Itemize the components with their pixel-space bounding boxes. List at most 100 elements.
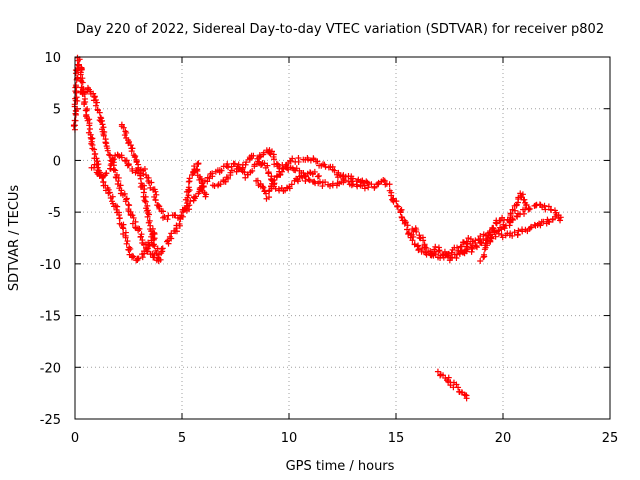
data-point [447, 254, 454, 261]
data-point [427, 248, 434, 255]
data-point [209, 170, 216, 177]
data-point [301, 173, 308, 180]
data-point [236, 165, 243, 172]
data-point [519, 191, 526, 198]
x-tick-label: 0 [71, 431, 79, 446]
data-point [262, 164, 269, 171]
data-point [493, 220, 500, 227]
data-point [404, 226, 411, 233]
plot-frame [74, 56, 611, 420]
data-point [140, 193, 147, 200]
data-point [145, 178, 152, 185]
data-point [112, 167, 119, 174]
data-point [218, 167, 225, 174]
data-point [107, 195, 114, 202]
data-point [120, 124, 127, 131]
data-point [93, 99, 100, 106]
data-point [260, 184, 267, 191]
data-point [315, 172, 322, 179]
y-tick-label: 0 [53, 154, 61, 169]
data-point [394, 203, 401, 210]
data-point [280, 165, 287, 172]
data-point [185, 178, 192, 185]
series-track-12 [477, 190, 530, 264]
data-point [89, 135, 96, 142]
data-point [456, 251, 463, 258]
data-point [152, 197, 159, 204]
data-point [178, 212, 185, 219]
data-point [495, 230, 502, 237]
data-point [117, 182, 124, 189]
data-point [278, 185, 285, 192]
data-point [509, 232, 516, 239]
data-point [116, 215, 123, 222]
data-point [526, 205, 533, 212]
data-point [91, 164, 98, 171]
data-point [423, 244, 430, 251]
data-point [528, 223, 535, 230]
data-point [420, 237, 427, 244]
data-point [135, 227, 142, 234]
data-point [477, 257, 484, 264]
data-point [149, 242, 156, 249]
data-point [135, 255, 142, 262]
data-point [194, 166, 201, 173]
data-point [88, 138, 95, 145]
data-point [314, 158, 321, 165]
data-point [241, 169, 248, 176]
data-point [70, 122, 77, 129]
data-point [211, 182, 218, 189]
data-point [141, 165, 148, 172]
data-point [137, 172, 144, 179]
data-point [191, 163, 198, 170]
data-point [414, 243, 421, 250]
data-point [341, 177, 348, 184]
data-point [123, 195, 130, 202]
data-point [160, 208, 167, 215]
data-point [305, 176, 312, 183]
data-point [176, 220, 183, 227]
data-point [361, 185, 368, 192]
data-point [137, 234, 144, 241]
data-point [161, 213, 168, 220]
data-point [557, 214, 564, 221]
data-point [128, 148, 135, 155]
data-point [120, 225, 127, 232]
data-point [453, 381, 460, 388]
data-point [310, 155, 317, 162]
data-point [306, 177, 313, 184]
data-point [166, 233, 173, 240]
data-point [225, 175, 232, 182]
data-point [122, 198, 129, 205]
data-point [217, 181, 224, 188]
data-point [91, 161, 98, 168]
data-point [431, 246, 438, 253]
data-point [185, 184, 192, 191]
data-point [515, 227, 522, 234]
data-point [114, 203, 121, 210]
data-point [142, 171, 149, 178]
data-point [215, 182, 222, 189]
data-point [349, 175, 356, 182]
data-point [388, 189, 395, 196]
y-tick-label: -15 [40, 310, 61, 325]
data-point [202, 193, 209, 200]
data-point [107, 165, 114, 172]
data-point [415, 247, 422, 254]
data-point [154, 245, 161, 252]
data-point [436, 247, 443, 254]
data-point [118, 121, 125, 128]
data-point [81, 91, 88, 98]
data-point [122, 234, 129, 241]
data-point [100, 132, 107, 139]
data-point [478, 239, 485, 246]
data-point [130, 214, 137, 221]
data-point [501, 225, 508, 232]
data-point [106, 189, 113, 196]
data-point [224, 161, 231, 168]
data-point [111, 156, 118, 163]
data-point [266, 194, 273, 201]
data-point [129, 212, 136, 219]
data-point [289, 155, 296, 162]
